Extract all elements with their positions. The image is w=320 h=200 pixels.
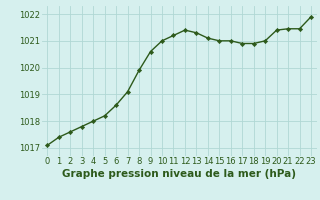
X-axis label: Graphe pression niveau de la mer (hPa): Graphe pression niveau de la mer (hPa)	[62, 169, 296, 179]
